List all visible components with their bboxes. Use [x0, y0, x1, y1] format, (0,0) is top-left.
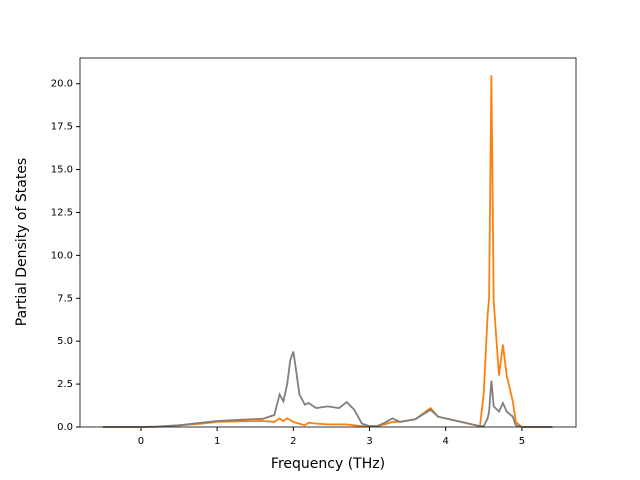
y-tick-label: 15.0 — [51, 165, 73, 176]
x-tick-label: 4 — [443, 436, 449, 447]
y-tick-label: 2.5 — [57, 379, 73, 390]
y-tick-label: 12.5 — [51, 207, 73, 218]
y-tick-label: 10.0 — [51, 250, 73, 261]
y-tick-label: 0.0 — [57, 422, 73, 433]
x-axis-title: Frequency (THz) — [271, 456, 385, 472]
x-tick-label: 5 — [519, 436, 525, 447]
series-line — [102, 351, 553, 428]
plot-frame — [79, 57, 577, 428]
x-tick-label: 2 — [290, 436, 296, 447]
y-tick-label: 7.5 — [57, 293, 73, 304]
x-tick-label: 3 — [366, 436, 372, 447]
series-line — [102, 75, 553, 428]
y-tick-label: 5.0 — [57, 336, 73, 347]
x-tick-label: 1 — [214, 436, 220, 447]
y-tick-label: 20.0 — [51, 79, 73, 90]
y-tick-label: 17.5 — [51, 122, 73, 133]
x-tick-label: 0 — [138, 436, 144, 447]
y-axis-title: Partial Density of States — [14, 158, 30, 326]
